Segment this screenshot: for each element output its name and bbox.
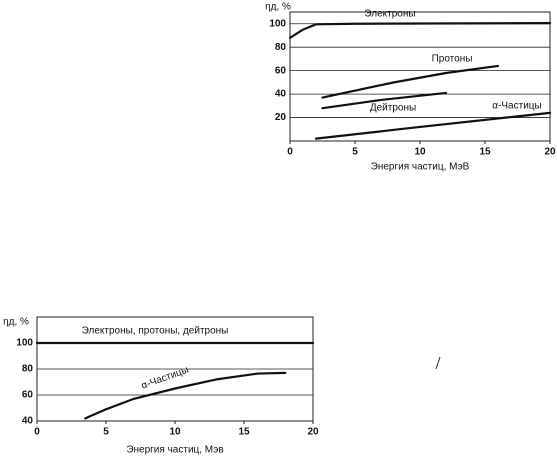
- stray-mark: [435, 356, 441, 370]
- y-tick-label: 40: [22, 416, 34, 427]
- x-tick-label: 20: [307, 427, 319, 438]
- series-label: Электроны, протоны, дейтроны: [82, 326, 229, 337]
- y-tick-label: 100: [269, 18, 286, 29]
- series-label: Протоны: [432, 54, 473, 65]
- plot-frame: [289, 11, 551, 142]
- series-line: [321, 91, 448, 110]
- series-label: Дейтроны: [370, 103, 416, 114]
- series-label: α-Частицы: [492, 101, 541, 112]
- series-line: [314, 111, 552, 140]
- x-tick-label: 10: [414, 147, 426, 158]
- x-tick-label: 10: [169, 427, 181, 438]
- y-tick-label: 80: [22, 364, 34, 375]
- y-axis-label: ηд, %: [265, 2, 291, 13]
- y-tick-label: 60: [275, 65, 287, 76]
- x-tick-label: 5: [352, 147, 358, 158]
- y-tick-label: 40: [275, 89, 287, 100]
- x-tick-label: 15: [479, 147, 491, 158]
- y-tick-label: 80: [275, 42, 287, 53]
- series-label: Электроны: [364, 9, 415, 20]
- x-tick-label: 5: [103, 427, 109, 438]
- x-tick-label: 0: [34, 427, 40, 438]
- x-tick-label: 15: [238, 427, 250, 438]
- series-line: [84, 371, 287, 420]
- y-tick-label: 20: [275, 112, 287, 123]
- x-axis-label: Энергия частиц, Мэв: [126, 445, 223, 456]
- x-axis-label: Энергия частиц, МэВ: [371, 162, 470, 173]
- series-line: [288, 22, 552, 39]
- y-tick-label: 60: [22, 390, 34, 401]
- x-tick-label: 20: [544, 147, 556, 158]
- series-line: [321, 64, 500, 99]
- x-tick-label: 0: [287, 147, 293, 158]
- y-axis-label: ηд, %: [3, 317, 29, 328]
- y-tick-label: 100: [16, 338, 33, 349]
